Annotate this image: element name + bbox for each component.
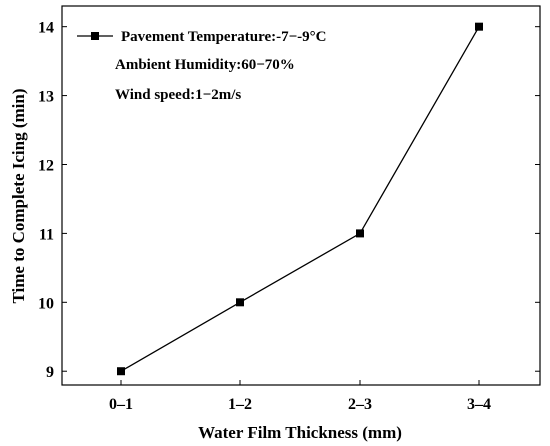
y-axis-title: Time to Complete Icing (min) (9, 89, 28, 304)
x-axis-title: Water Film Thickness (mm) (198, 423, 402, 442)
x-tick-label: 0–1 (109, 396, 133, 413)
series-line (120, 26, 480, 372)
series-layer (117, 22, 483, 376)
legend: Pavement Temperature:-7−-9°C Ambient Hum… (77, 29, 326, 103)
y-tick-label: 12 (38, 157, 54, 174)
legend-annotation-humidity: Ambient Humidity:60−70% (115, 57, 295, 73)
data-point (356, 229, 364, 238)
x-axis-ticks: 0–1 1–2 2–3 3–4 (109, 380, 491, 413)
x-tick-label: 2–3 (348, 396, 372, 413)
data-point (236, 298, 244, 307)
plot-frame (61, 5, 541, 386)
legend-marker (91, 32, 99, 40)
y-tick-label: 14 (38, 20, 54, 37)
legend-annotation-wind: Wind speed:1−2m/s (115, 87, 241, 103)
legend-series-label: Pavement Temperature:-7−-9°C (121, 29, 326, 45)
y-tick-label: 13 (38, 89, 54, 106)
data-point (117, 367, 125, 376)
x-tick-label: 1–2 (228, 396, 252, 413)
x-tick-label: 3–4 (467, 396, 491, 413)
data-point (475, 22, 483, 31)
y-tick-label: 10 (38, 295, 54, 312)
y-axis-ticks: 9 10 11 12 13 14 (38, 20, 540, 381)
y-tick-label: 9 (46, 364, 54, 381)
y-tick-label: 11 (39, 226, 54, 243)
